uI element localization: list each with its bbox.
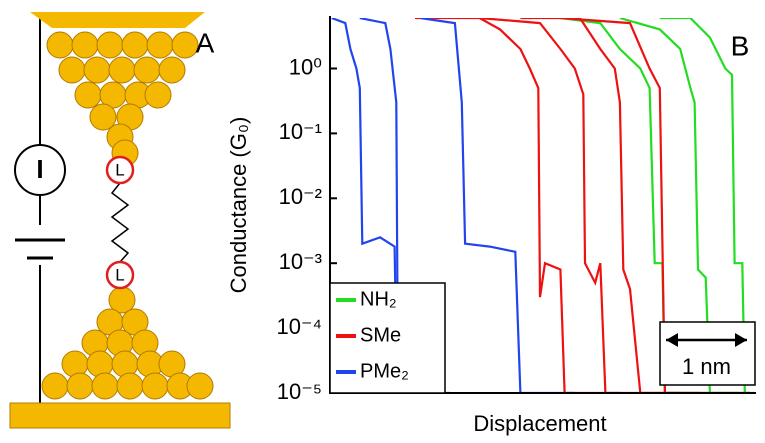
- tip-base: [30, 12, 205, 28]
- gold-atom: [109, 57, 135, 83]
- gold-atom: [172, 32, 198, 58]
- scale-bar-label: 1 nm: [682, 354, 731, 379]
- gold-atom: [187, 373, 213, 399]
- y-tick-label: 10⁻²: [279, 184, 322, 209]
- gold-atom: [92, 373, 118, 399]
- substrate: [10, 403, 230, 428]
- y-tick-label: 10⁻⁴: [276, 314, 322, 339]
- gold-atom: [72, 32, 98, 58]
- gold-atom: [147, 32, 173, 58]
- molecule: [112, 183, 128, 262]
- gold-atom: [142, 373, 168, 399]
- gold-atom: [59, 57, 85, 83]
- y-tick-label: 10⁻¹: [279, 119, 322, 144]
- gold-atom: [117, 373, 143, 399]
- legend-label: PMe₂: [360, 360, 409, 382]
- trace: [480, 18, 681, 393]
- legend-label: SMe: [360, 324, 401, 346]
- y-tick-label: 10⁻³: [279, 249, 322, 274]
- panel-label: B: [731, 30, 750, 61]
- schematic: I L L A: [10, 12, 230, 428]
- gold-atom: [62, 351, 88, 377]
- linker-label: L: [115, 265, 124, 284]
- gold-atom: [75, 82, 101, 108]
- gold-atom: [47, 32, 73, 58]
- overlay: 10⁰ 10⁻¹ 10⁻² 10⁻³ 10⁻⁴ 10⁻⁵ NH₂ SMe PMe₂ 1 nm: [276, 54, 755, 403]
- legend-label: NH₂: [360, 288, 397, 310]
- gold-atom: [42, 373, 68, 399]
- gold-atom: [134, 57, 160, 83]
- gold-atom: [97, 32, 123, 58]
- linker-label: L: [115, 160, 124, 179]
- x-axis-title: Displacement: [473, 411, 606, 436]
- y-tick-label: 10⁻⁵: [277, 379, 322, 404]
- y-axis-title: Conductance (G₀): [226, 117, 251, 294]
- gold-atom: [122, 32, 148, 58]
- gold-atom: [145, 82, 171, 108]
- gold-atom: [159, 57, 185, 83]
- atoms: [42, 32, 213, 399]
- gold-atom: [84, 57, 110, 83]
- gold-atom: [87, 351, 113, 377]
- current-label: I: [36, 154, 43, 184]
- figure: I L L A Conductance (G₀) Displacement B …: [0, 0, 765, 443]
- panel-label: A: [196, 27, 215, 58]
- gold-atom: [112, 351, 138, 377]
- gold-atom: [67, 373, 93, 399]
- y-tick-label: 10⁰: [289, 54, 322, 79]
